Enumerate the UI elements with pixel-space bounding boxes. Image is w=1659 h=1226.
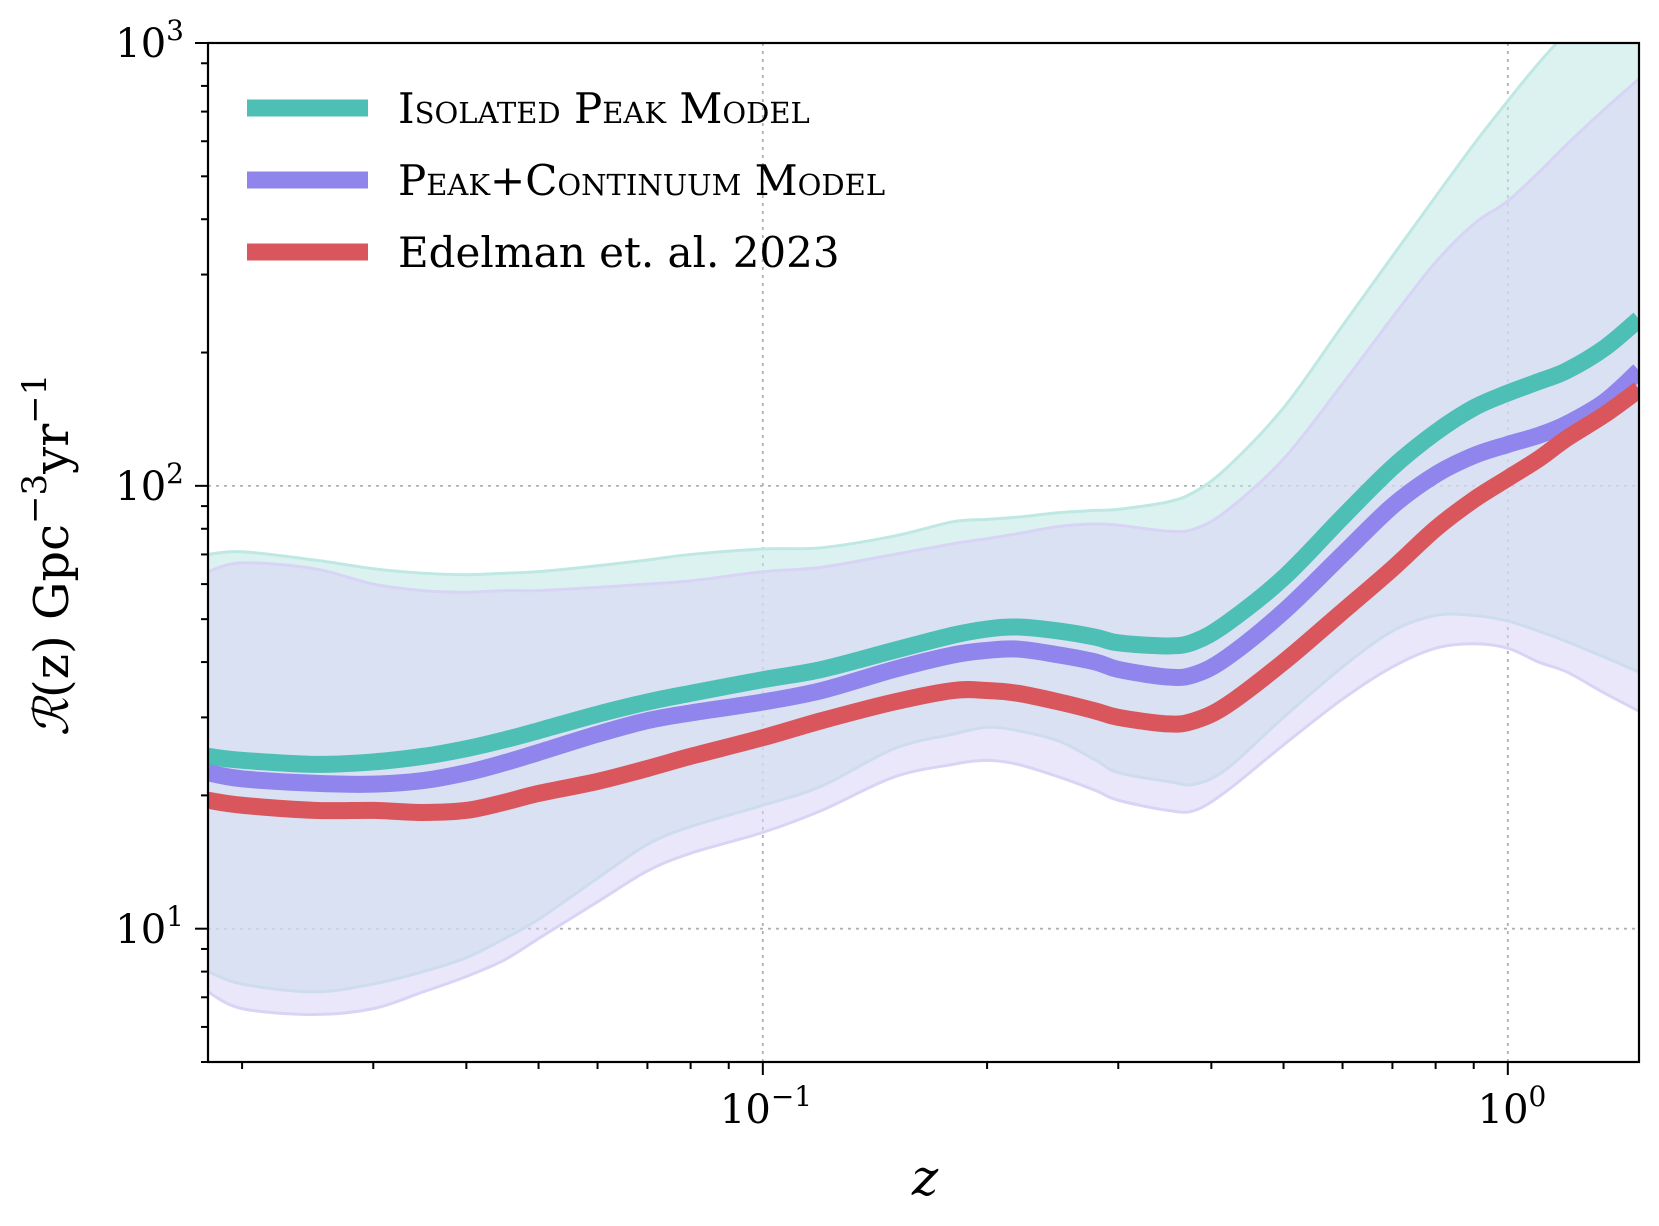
band-upper-edge-0	[208, 43, 1559, 577]
y-axis-title: ℛ(z) Gpc−3yr−1	[15, 374, 80, 737]
legend-label-isolated-peak: Isolated Peak Model	[398, 84, 810, 133]
x-tick-labels: 10−1 100	[720, 1080, 1546, 1133]
x-tick-label-1: 100	[1478, 1080, 1547, 1133]
y-tick-label-1: 102	[115, 457, 184, 510]
y-tick-label-2: 103	[115, 14, 184, 67]
series-line-2	[208, 382, 1639, 821]
band-lower-edge-1	[208, 642, 1639, 1017]
legend-label-edelman: Edelman et. al. 2023	[398, 228, 840, 277]
series-lines	[208, 312, 1639, 821]
x-tick-label-0: 10−1	[720, 1080, 812, 1133]
legend-label-peak-continuum: Peak+Continuum Model	[398, 156, 885, 205]
y-tick-labels: 101 102 103	[115, 14, 184, 953]
band-upper-edge-1	[208, 77, 1639, 594]
axis-ticks	[195, 42, 1509, 1075]
y-tick-label-0: 101	[115, 900, 184, 953]
series-line-0	[208, 312, 1639, 773]
legend: Isolated Peak Model Peak+Continuum Model…	[247, 84, 885, 277]
x-axis-title: z	[911, 1149, 939, 1207]
plot-frame	[206, 41, 1641, 1064]
series-line-1	[208, 364, 1639, 793]
